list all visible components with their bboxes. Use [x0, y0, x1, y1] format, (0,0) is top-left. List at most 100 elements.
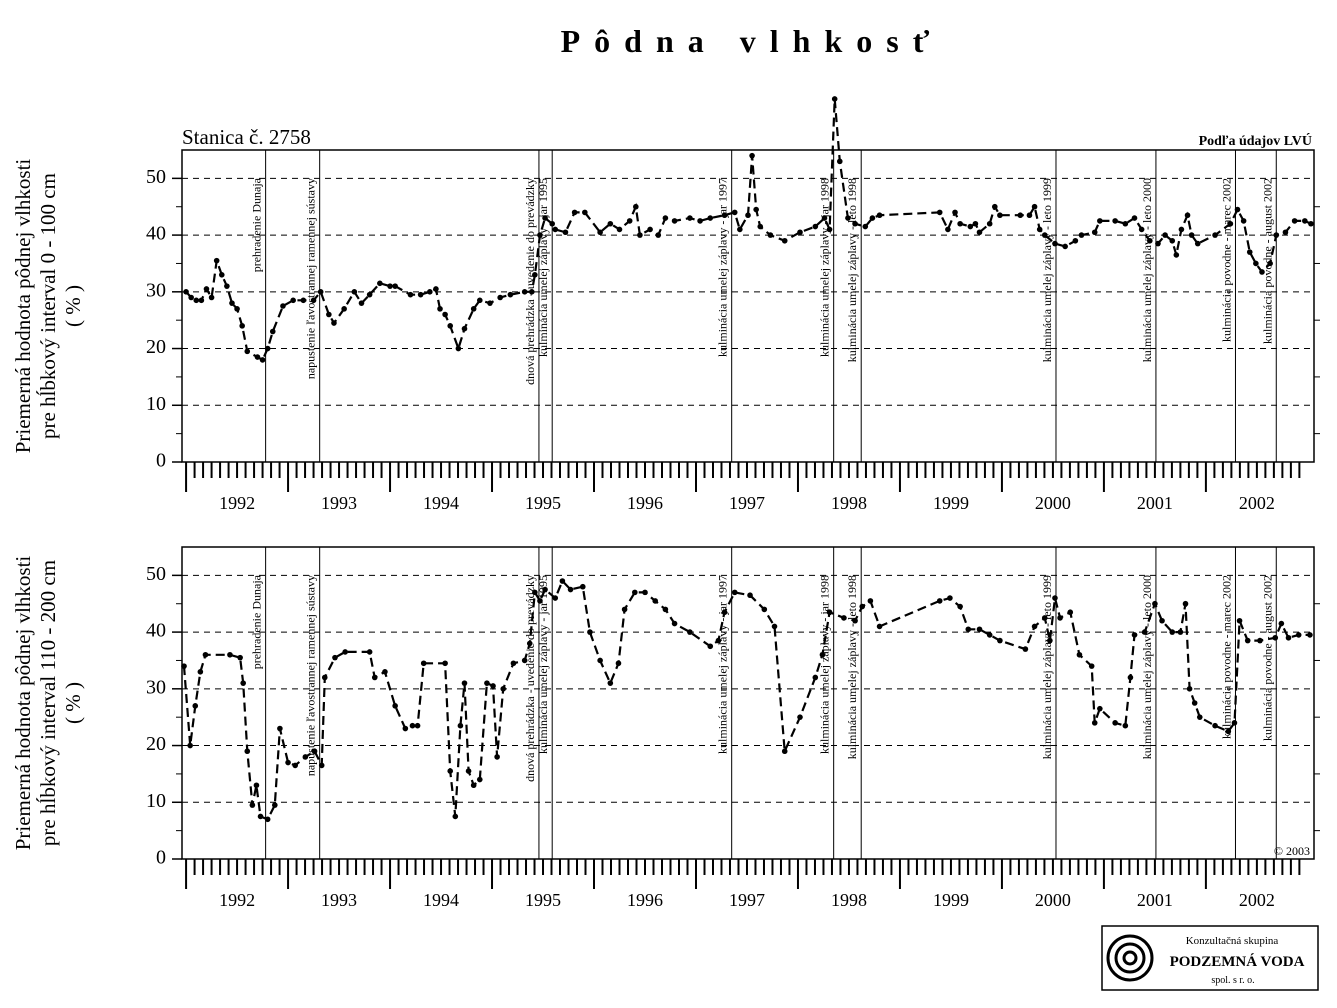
- data-point: [387, 283, 393, 289]
- event-label: kulminácia umelej záplavy - jar 1995: [536, 178, 550, 357]
- y-axis-label: ( % ): [61, 682, 85, 724]
- data-point: [257, 813, 264, 820]
- data-point: [1078, 232, 1085, 238]
- event-label: kulminácia povodne - marec 2002: [1219, 575, 1233, 739]
- data-point: [947, 595, 953, 601]
- data-point: [986, 632, 993, 638]
- data-point: [197, 669, 204, 675]
- data-point: [310, 297, 317, 304]
- data-point: [470, 782, 477, 789]
- page-title: Pôdna vlhkosť: [561, 23, 944, 59]
- data-point: [876, 212, 883, 219]
- data-point: [227, 651, 233, 658]
- data-point: [597, 657, 603, 664]
- y-tick-label: 10: [146, 790, 166, 812]
- data-point: [559, 578, 566, 584]
- data-point: [597, 229, 603, 236]
- data-point: [521, 289, 528, 295]
- data-point: [737, 226, 743, 233]
- data-point: [237, 654, 243, 661]
- data-point: [731, 589, 738, 596]
- y-tick-label: 50: [146, 563, 166, 585]
- logo-line: spol. s r. o.: [1211, 975, 1254, 986]
- data-point: [797, 714, 803, 720]
- data-point: [936, 598, 943, 604]
- data-point: [272, 802, 278, 808]
- data-point: [957, 603, 963, 610]
- x-tick-label: 1993: [321, 493, 357, 513]
- data-point: [476, 776, 483, 783]
- data-point: [761, 606, 768, 613]
- data-point: [757, 223, 764, 230]
- logo-name: PODZEMNÁ VODA: [1170, 953, 1305, 970]
- event-label: kulminácia povodne - august 2002: [1260, 178, 1274, 344]
- x-tick-label: 1995: [525, 890, 561, 910]
- data-point: [841, 615, 847, 621]
- data-point: [254, 354, 261, 360]
- data-point: [510, 660, 517, 667]
- data-point: [753, 206, 759, 213]
- y-axis-label: pre hĺbkový interval 110 - 200 cm: [36, 560, 60, 846]
- plot-frame: [181, 149, 1315, 463]
- logo-line: Konzultačná skupina: [1186, 935, 1279, 947]
- x-tick-label: 1994: [423, 890, 459, 910]
- data-point: [1308, 220, 1314, 227]
- data-point: [749, 152, 755, 159]
- data-point: [647, 226, 653, 233]
- event-label: prehradenie Dunaja: [250, 574, 264, 669]
- data-point: [1295, 632, 1302, 638]
- data-point: [366, 649, 373, 655]
- data-point: [414, 722, 421, 729]
- event-label: kulminácia umelej záplavy - leto 1998: [845, 178, 859, 362]
- data-point: [607, 220, 614, 227]
- data-point: [781, 748, 788, 755]
- data-point: [1246, 249, 1253, 255]
- data-point: [1184, 212, 1191, 219]
- data-point: [470, 306, 477, 312]
- data-point: [552, 595, 559, 601]
- data-point: [1122, 722, 1129, 729]
- data-point: [1212, 722, 1218, 729]
- x-tick-label: 1994: [423, 493, 459, 513]
- y-tick-label: 20: [146, 336, 166, 358]
- data-point: [465, 768, 472, 774]
- logo: Konzultačná skupina PODZEMNÁ VODA spol. …: [1101, 925, 1319, 991]
- x-tick-label: 2002: [1239, 493, 1275, 513]
- data-point: [1088, 663, 1095, 669]
- event-label: kulminácia umelej záplavy - leto 1999: [1040, 178, 1054, 362]
- data-point: [986, 220, 993, 227]
- data-point: [198, 297, 205, 304]
- data-point: [845, 215, 851, 221]
- data-point: [826, 226, 833, 233]
- data-point: [1302, 218, 1308, 224]
- data-point: [202, 651, 209, 658]
- data-point: [341, 306, 347, 312]
- data-point: [537, 598, 543, 604]
- data-point: [852, 220, 858, 227]
- data-point: [1188, 232, 1195, 238]
- data-point: [662, 606, 669, 613]
- y-tick-label: 20: [146, 733, 166, 755]
- data-point: [1022, 646, 1029, 652]
- station-label: Stanica č. 2758: [182, 125, 311, 149]
- data-point: [1112, 218, 1118, 224]
- data-point: [767, 232, 774, 238]
- data-point: [626, 218, 633, 224]
- data-point: [707, 215, 714, 221]
- data-point: [616, 226, 623, 233]
- event-label: prehradenie Dunaja: [250, 177, 264, 272]
- data-point: [1127, 674, 1134, 681]
- data-point: [1031, 203, 1038, 210]
- data-point: [1177, 629, 1184, 635]
- data-point: [945, 226, 951, 233]
- y-tick-label: 40: [146, 223, 166, 245]
- source-label: Podľa údajov LVÚ: [1199, 132, 1312, 149]
- data-point: [521, 657, 528, 664]
- data-point: [351, 289, 358, 295]
- copyright: © 2003: [1274, 844, 1310, 858]
- data-point: [249, 802, 256, 808]
- data-point: [936, 209, 943, 216]
- data-point: [1076, 651, 1083, 658]
- data-point: [549, 220, 555, 227]
